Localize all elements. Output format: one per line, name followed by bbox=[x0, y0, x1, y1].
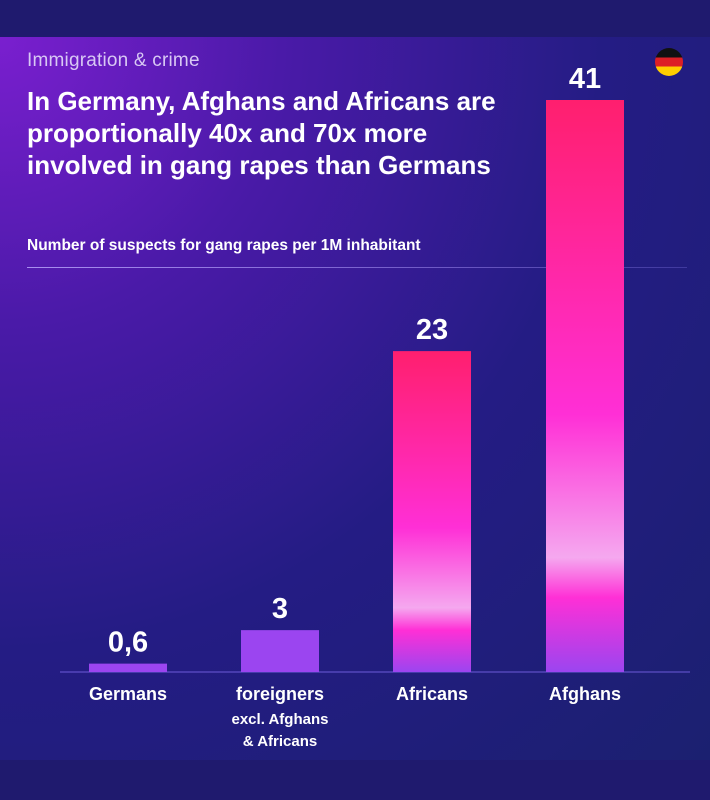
subtitle-divider bbox=[27, 267, 687, 268]
chart-subtitle: Number of suspects for gang rapes per 1M… bbox=[27, 237, 421, 254]
value-label: 41 bbox=[569, 63, 601, 95]
bar-germans bbox=[89, 663, 167, 672]
bar-afghans bbox=[546, 100, 624, 672]
chart-panel: Immigration & crime In Germany, Afghans … bbox=[0, 37, 710, 760]
value-label: 23 bbox=[416, 314, 448, 346]
value-label: 0,6 bbox=[108, 627, 148, 659]
bar-africans bbox=[393, 351, 471, 672]
value-label: 3 bbox=[272, 593, 288, 625]
category-label: Germans bbox=[89, 684, 167, 704]
category-label: Africans bbox=[396, 684, 468, 704]
headline: In Germany, Afghans and Africans are pro… bbox=[27, 86, 496, 180]
germany-flag-icon bbox=[655, 48, 683, 76]
category-label: Afghans bbox=[549, 684, 621, 704]
bar-chart: 0,6 Germans 3 foreigners excl. Afghans & Afri… bbox=[60, 63, 690, 750]
category-sublabel: excl. Afghans bbox=[232, 711, 329, 728]
bar-foreigners bbox=[241, 630, 319, 672]
kicker-text: Immigration & crime bbox=[27, 50, 200, 71]
category-label: foreigners bbox=[236, 684, 324, 704]
category-sublabel: & Africans bbox=[243, 733, 317, 750]
